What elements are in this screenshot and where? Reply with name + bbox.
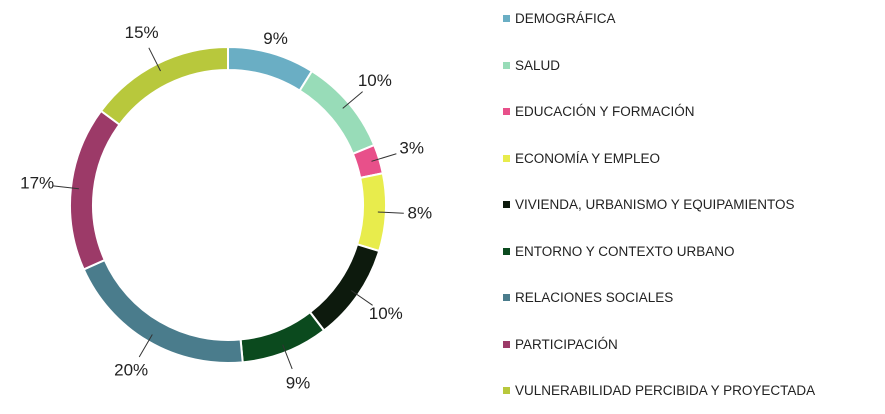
- legend-item: DEMOGRÁFICA: [500, 12, 885, 26]
- legend-item: EDUCACIÓN Y FORMACIÓN: [500, 105, 885, 119]
- donut-segment: [99, 45, 229, 127]
- legend-label: VULNERABILIDAD PERCIBIDA Y PROYECTADA: [515, 383, 816, 398]
- donut-segment: [82, 258, 244, 364]
- data-label: 10%: [369, 304, 403, 323]
- legend-swatch: [503, 154, 510, 162]
- legend-label: DEMOGRÁFICA: [515, 11, 616, 26]
- data-label: 8%: [408, 203, 433, 222]
- legend-swatch: [503, 340, 510, 348]
- leader-line: [52, 185, 79, 190]
- data-label: 9%: [263, 29, 288, 48]
- leader-line: [282, 344, 293, 370]
- data-label: 15%: [125, 23, 159, 42]
- legend-item: ECONOMÍA Y EMPLEO: [500, 150, 885, 166]
- donut-segment: [69, 109, 121, 271]
- legend-label: ECONOMÍA Y EMPLEO: [515, 150, 661, 166]
- legend-item: RELACIONES SOCIALES: [500, 291, 885, 305]
- legend-item: SALUD: [500, 57, 885, 73]
- donut-plot: 9% 10% 3% 8% 10% 9% 20% 17% 15%: [20, 23, 433, 392]
- legend-label: RELACIONES SOCIALES: [515, 290, 674, 305]
- legend-swatch: [503, 61, 510, 69]
- data-label: 9%: [286, 373, 311, 392]
- legend-item: ENTORNO Y CONTEXTO URBANO: [500, 243, 885, 259]
- legend-swatch: [503, 108, 510, 115]
- legend-swatch: [503, 15, 510, 22]
- legend-item: PARTICIPACIÓN: [500, 336, 885, 352]
- legend-swatch: [503, 201, 510, 208]
- leader-line: [350, 290, 373, 306]
- legend-swatch: [503, 247, 510, 255]
- data-label: 3%: [399, 139, 424, 158]
- leader-line: [371, 153, 397, 162]
- data-label: 10%: [358, 71, 392, 90]
- data-label: 20%: [114, 360, 148, 379]
- legend-label: ENTORNO Y CONTEXTO URBANO: [515, 243, 735, 259]
- legend-label: PARTICIPACIÓN: [515, 336, 618, 352]
- donut-segment: [227, 45, 314, 92]
- legend-swatch: [503, 387, 510, 394]
- donut-segment: [239, 310, 326, 364]
- leader-line: [148, 47, 161, 72]
- legend-item: VIVIENDA, URBANISMO Y EQUIPAMIENTOS: [500, 198, 885, 212]
- leader-line: [377, 211, 404, 214]
- leader-line: [342, 91, 363, 109]
- legend-label: EDUCACIÓN Y FORMACIÓN: [515, 104, 695, 119]
- legend-item: VULNERABILIDAD PERCIBIDA Y PROYECTADA: [500, 384, 885, 398]
- data-label: 17%: [20, 174, 54, 193]
- legend-swatch: [503, 294, 510, 301]
- legend-label: SALUD: [515, 57, 561, 73]
- legend-label: VIVIENDA, URBANISMO Y EQUIPAMIENTOS: [515, 197, 795, 212]
- leader-line: [138, 334, 153, 358]
